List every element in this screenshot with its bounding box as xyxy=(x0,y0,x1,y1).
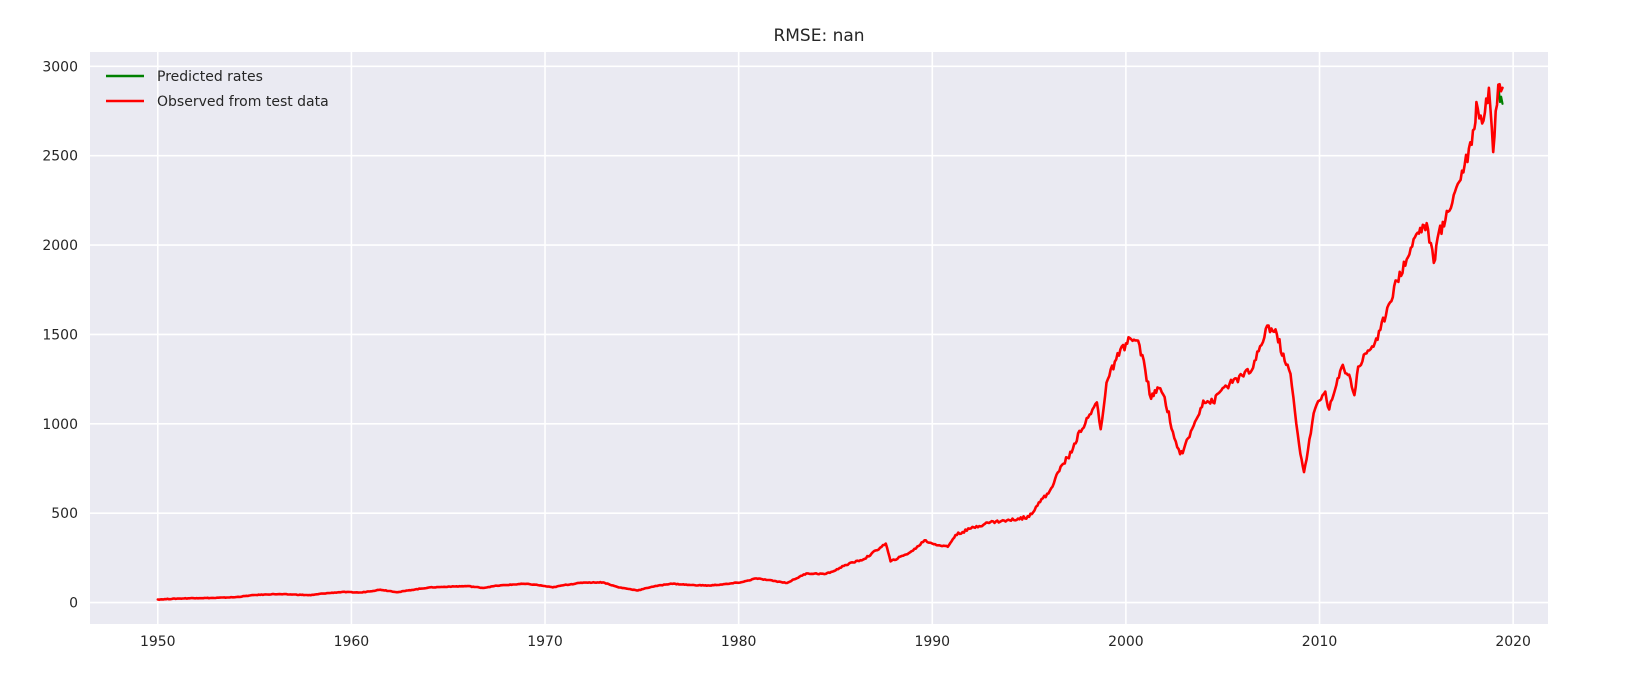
x-tick-label: 1950 xyxy=(140,634,176,650)
x-tick-label: 1960 xyxy=(334,634,370,650)
x-tick-label: 1990 xyxy=(914,634,950,650)
legend: Predicted rates Observed from test data xyxy=(106,69,329,110)
y-tick-label: 1500 xyxy=(42,327,78,343)
legend-label-observed: Observed from test data xyxy=(157,94,329,110)
y-axis-ticks: 0 500 1000 1500 2000 2500 3000 xyxy=(42,59,78,611)
grid xyxy=(90,52,1548,624)
plot-area xyxy=(90,52,1548,624)
y-tick-label: 1000 xyxy=(42,417,78,433)
y-tick-label: 2500 xyxy=(42,149,78,165)
x-tick-label: 2000 xyxy=(1108,634,1144,650)
y-tick-label: 2000 xyxy=(42,238,78,254)
chart-title: RMSE: nan xyxy=(773,26,864,46)
x-tick-label: 1970 xyxy=(527,634,563,650)
y-tick-label: 3000 xyxy=(42,59,78,75)
x-axis-ticks: 1950 1960 1970 1980 1990 2000 2010 2020 xyxy=(140,634,1531,650)
y-tick-label: 0 xyxy=(69,596,78,612)
x-tick-label: 1980 xyxy=(721,634,757,650)
legend-label-predicted: Predicted rates xyxy=(157,69,263,85)
series-layer xyxy=(156,82,1504,601)
x-tick-label: 2020 xyxy=(1495,634,1531,650)
y-tick-label: 500 xyxy=(51,506,78,522)
series-line-observed xyxy=(156,82,1504,601)
series-line-predicted xyxy=(1497,86,1504,105)
x-tick-label: 2010 xyxy=(1302,634,1338,650)
